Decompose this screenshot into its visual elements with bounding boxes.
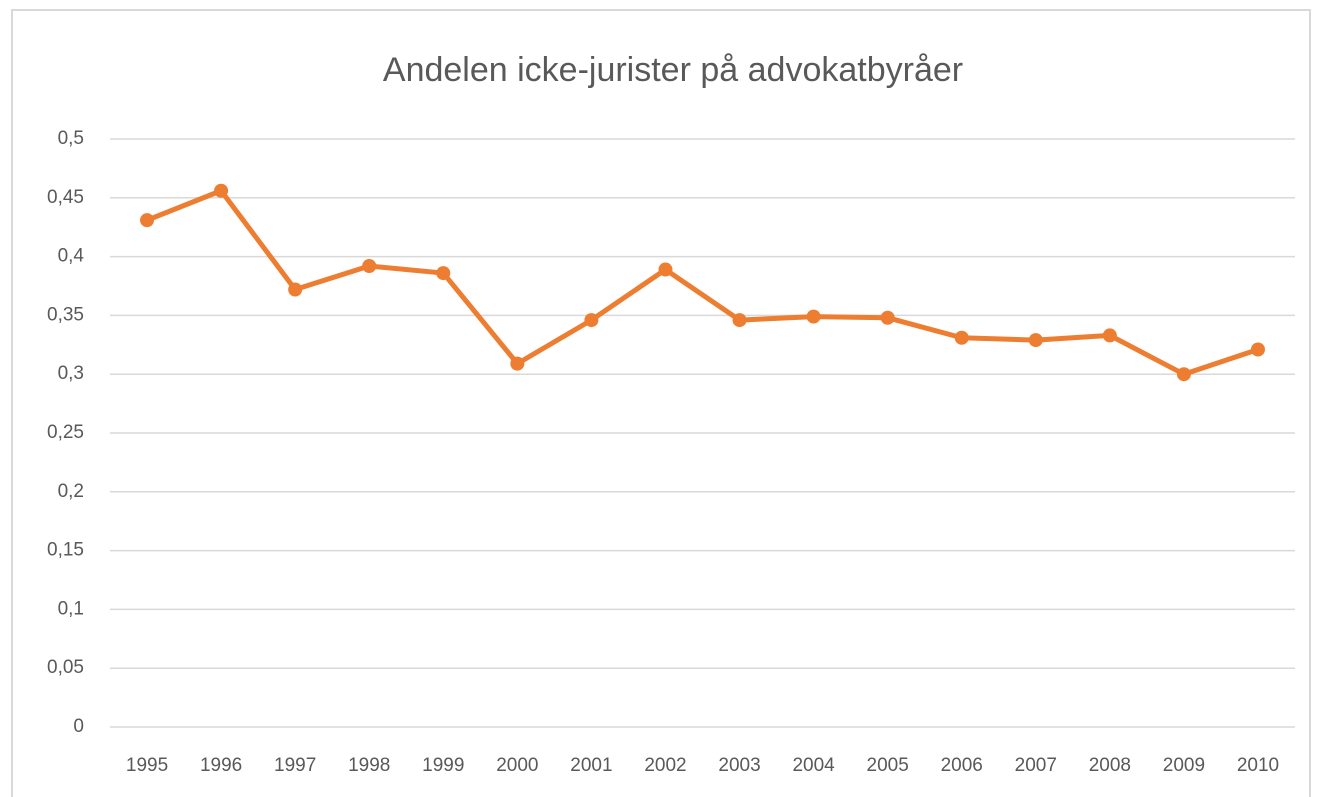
y-tick-label: 0,5 <box>58 128 84 149</box>
point <box>1250 342 1265 357</box>
y-tick-label: 0,45 <box>47 187 84 208</box>
point <box>214 183 229 198</box>
x-tick-label: 2007 <box>1015 755 1057 776</box>
point <box>362 259 377 274</box>
y-tick-label: 0 <box>73 716 84 737</box>
x-tick-label: 2000 <box>496 755 538 776</box>
y-tick-label: 0,4 <box>58 246 85 267</box>
point <box>658 262 673 277</box>
point <box>584 313 599 328</box>
point <box>954 330 969 345</box>
y-tick-label: 0,35 <box>47 304 84 325</box>
point <box>510 356 525 371</box>
point <box>732 313 747 328</box>
x-tick-label: 1998 <box>348 755 390 776</box>
point <box>1028 333 1043 348</box>
series-line <box>146 188 1259 377</box>
point <box>1102 328 1117 343</box>
x-tick-label: 1996 <box>200 755 242 776</box>
x-tick-label: 1997 <box>274 755 316 776</box>
y-tick-label: 0,25 <box>47 422 84 443</box>
point <box>1176 367 1191 382</box>
point <box>880 310 895 325</box>
y-tick-label: 0,3 <box>58 363 84 384</box>
point <box>806 309 821 324</box>
point <box>140 213 155 228</box>
y-tick-label: 0,2 <box>58 481 84 502</box>
y-tick-label: 0,15 <box>47 540 84 561</box>
x-tick-label: 1999 <box>422 755 464 776</box>
x-tick-label: 2002 <box>644 755 686 776</box>
x-tick-label: 2004 <box>792 755 835 776</box>
chart-frame <box>11 9 1311 797</box>
x-tick-label: 2003 <box>718 755 760 776</box>
point <box>436 266 451 281</box>
point <box>288 282 303 297</box>
x-tick-label: 1995 <box>126 755 168 776</box>
x-tick-label: 2006 <box>941 755 983 776</box>
y-tick-label: 0,1 <box>58 598 84 619</box>
x-tick-label: 2001 <box>570 755 612 776</box>
x-tick-label: 2010 <box>1237 755 1279 776</box>
x-tick-label: 2009 <box>1163 755 1205 776</box>
x-tick-label: 2008 <box>1089 755 1131 776</box>
x-tick-label: 2005 <box>867 755 909 776</box>
y-tick-label: 0,05 <box>47 657 84 678</box>
chart-title: Andelen icke-jurister på advokatbyråer <box>383 51 963 89</box>
